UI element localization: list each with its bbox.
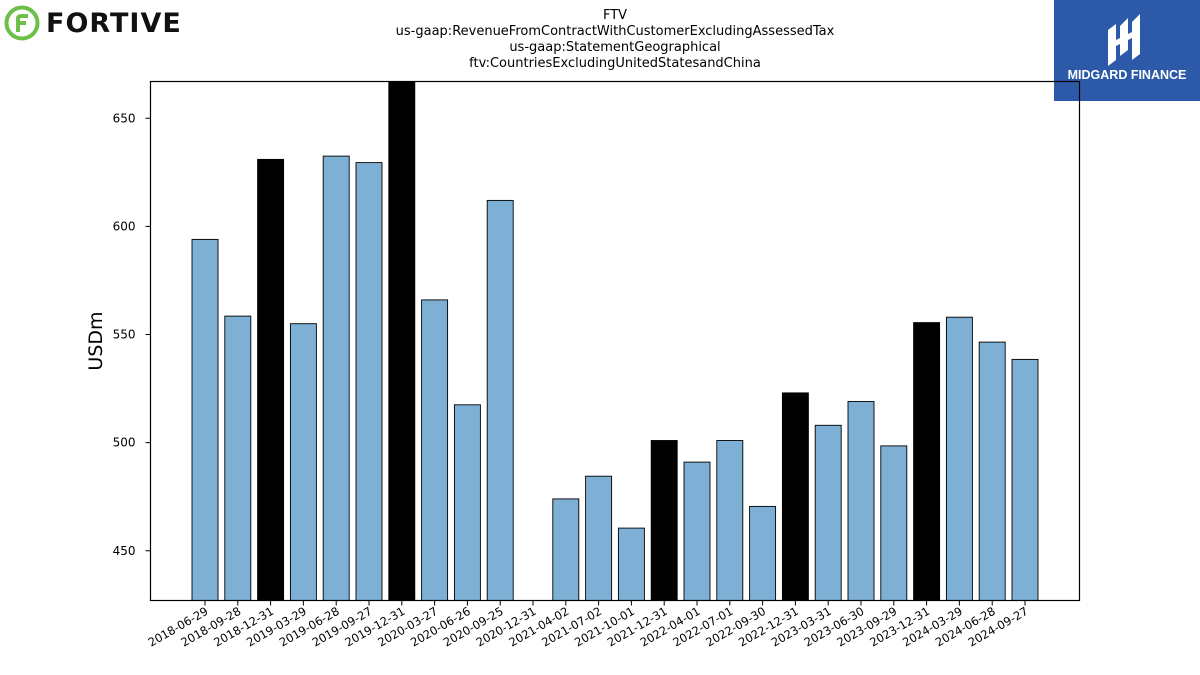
- bar-2023-12-31: [913, 322, 941, 601]
- bar-2020-09-25: [486, 199, 514, 601]
- bar-2020-06-26: [453, 404, 481, 601]
- bar-2024-03-29: [945, 316, 973, 601]
- y-tick-label: 650: [113, 111, 136, 125]
- y-tick-label: 550: [113, 328, 136, 342]
- bar-2023-03-31: [814, 424, 842, 601]
- bar-2022-12-31: [781, 392, 809, 601]
- bar-2023-09-29: [880, 445, 908, 601]
- midgard-brand-name: MIDGARD FINANCE: [1067, 68, 1187, 82]
- midgard-m-icon: [1108, 14, 1140, 66]
- midgard-finance-logo: MIDGARD FINANCE: [1054, 0, 1200, 101]
- fortive-logo: FORTIVE: [4, 4, 194, 42]
- bar-2018-06-29: [191, 238, 219, 601]
- y-tick-label: 500: [113, 436, 136, 450]
- bar-2019-09-27: [355, 162, 383, 601]
- title-line-2: us-gaap:RevenueFromContractWithCustomerE…: [395, 24, 835, 39]
- y-tick-label: 450: [113, 544, 136, 558]
- bar-2018-09-28: [224, 315, 252, 601]
- y-axis-label: USDm: [85, 311, 107, 370]
- bar-2022-09-30: [749, 505, 777, 601]
- title-line-1: FTV: [602, 8, 628, 23]
- title-line-3: us-gaap:StatementGeographical: [509, 40, 721, 55]
- chart-title: FTV us-gaap:RevenueFromContractWithCusto…: [300, 8, 930, 72]
- plot-frame: [149, 80, 1081, 602]
- bar-2023-06-30: [847, 401, 875, 601]
- bar-2019-03-29: [289, 323, 317, 601]
- bar-2020-03-27: [421, 299, 449, 601]
- bar-2019-06-28: [322, 155, 350, 601]
- bar-2022-07-01: [716, 440, 744, 601]
- x-axis: 2018-06-292018-09-282018-12-312019-03-29…: [146, 600, 1031, 650]
- y-axis: 450 500 550 600 650: [113, 111, 151, 558]
- bar-series: [191, 81, 1039, 601]
- bar-2024-06-28: [978, 341, 1006, 601]
- bar-2021-04-02: [552, 498, 580, 601]
- bar-2019-12-31: [388, 81, 416, 601]
- bar-2022-04-01: [683, 461, 711, 601]
- fortive-wordmark: FORTIVE: [46, 7, 182, 39]
- fortive-leaf-icon: [4, 5, 40, 41]
- bar-2024-09-27: [1011, 358, 1039, 601]
- title-line-4: ftv:CountriesExcludingUnitedStatesandChi…: [469, 56, 761, 71]
- bar-2021-10-01: [617, 527, 645, 601]
- bar-2021-12-31: [650, 440, 678, 601]
- bar-2021-07-02: [585, 475, 613, 601]
- y-tick-label: 600: [113, 219, 136, 233]
- bar-2018-12-31: [257, 158, 285, 601]
